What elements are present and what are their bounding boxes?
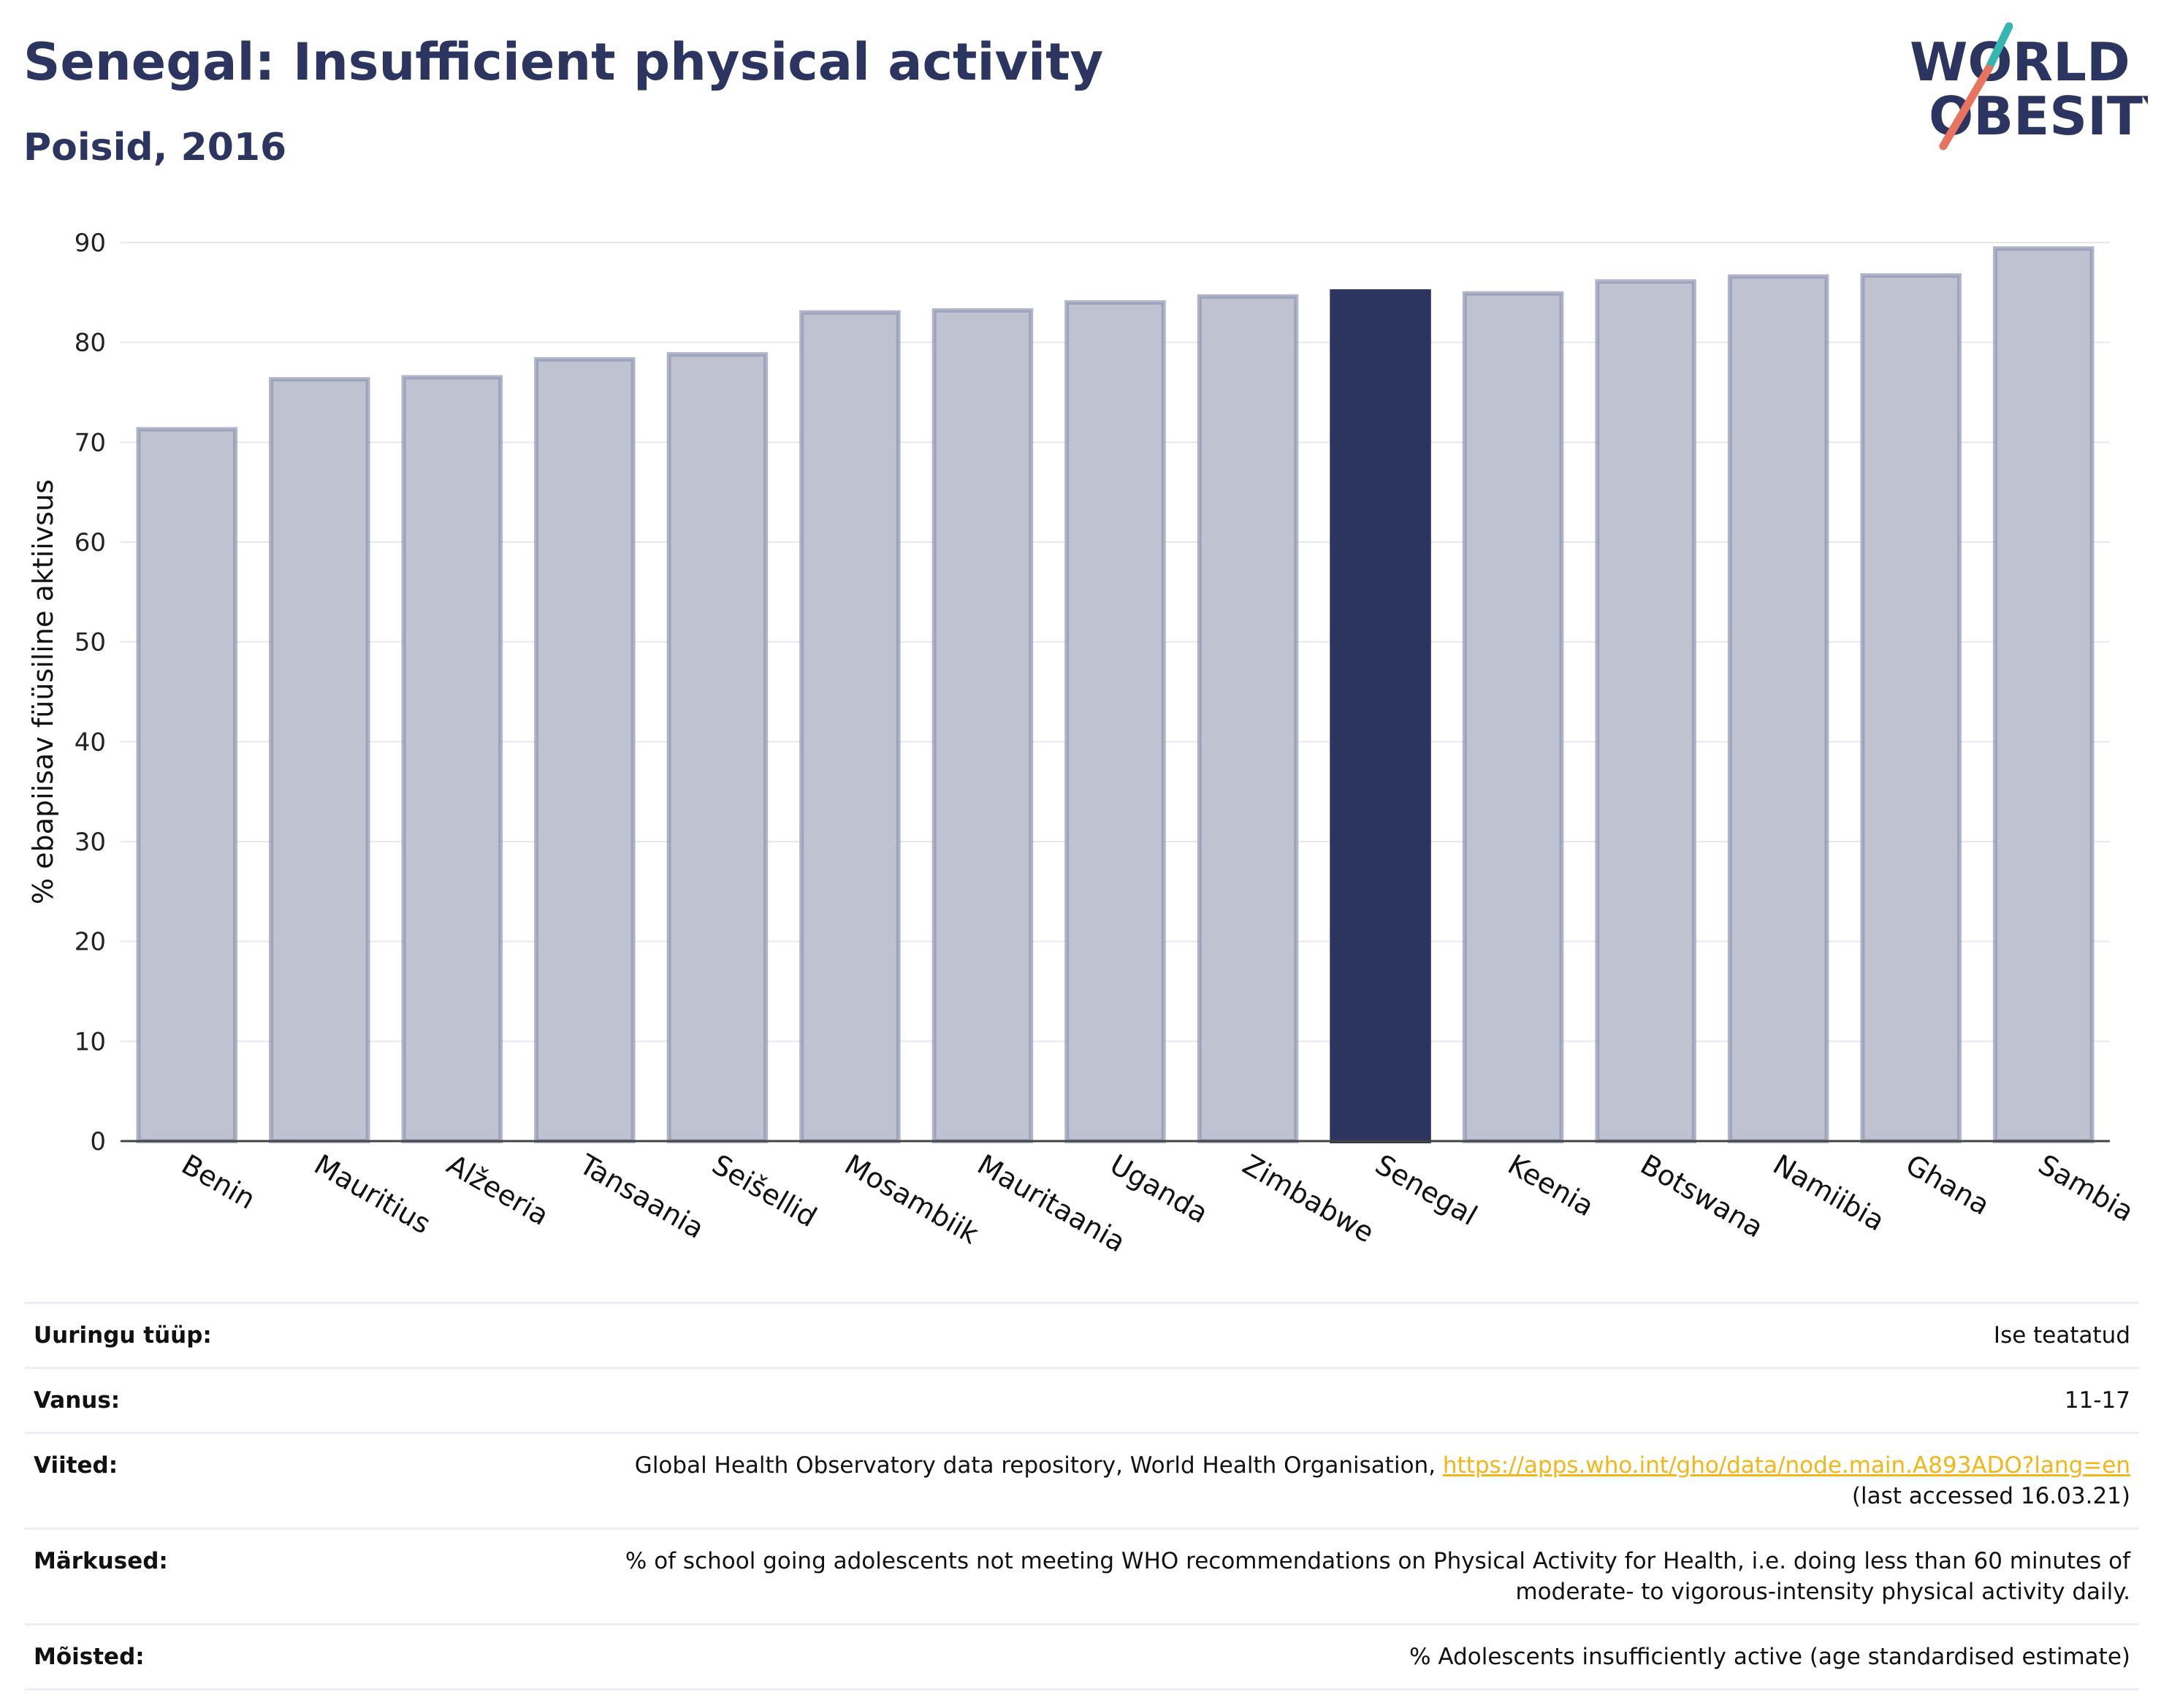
x-tick-label: Namiibia <box>1768 1148 1890 1238</box>
bar-mauritius <box>269 377 370 1144</box>
x-tick-label: Keenia <box>1503 1148 1600 1223</box>
y-tick-label: 80 <box>75 329 106 358</box>
reference-link[interactable]: https://apps.who.int/gho/data/node.main.… <box>1442 1452 2130 1479</box>
world-obesity-logo: WORLD OBESITY <box>1910 22 2148 150</box>
info-value: Global Health Observatory data repositor… <box>495 1433 2139 1530</box>
bar-chart: 0 10 20 30 40 50 60 70 80 90 % ebapiisav füüsiline… <box>27 229 2139 1259</box>
bar-ghana <box>1860 273 1962 1144</box>
info-row-references: Viited: Global Health Observatory data r… <box>25 1433 2139 1530</box>
y-tick-label: 30 <box>75 828 106 857</box>
bar-sambia <box>1992 246 2095 1144</box>
info-label: Märkused: <box>25 1528 495 1625</box>
bar-zimbabwe <box>1197 294 1299 1143</box>
bar-senegal <box>1330 289 1431 1143</box>
logo-line1: WORLD <box>1910 31 2130 93</box>
y-tick-label: 70 <box>75 428 106 457</box>
logo-slash-teal-icon <box>1984 22 2013 73</box>
info-label: Mõisted: <box>25 1624 495 1690</box>
x-tick-label: Uganda <box>1105 1148 1213 1229</box>
bar-namiibia <box>1727 274 1829 1143</box>
info-value: 11-17 <box>495 1368 2139 1434</box>
x-tick-label: Ghana <box>1900 1148 1995 1221</box>
bar-keenia <box>1462 291 1564 1144</box>
x-tick-label: Sambia <box>2033 1148 2139 1228</box>
info-value: % Adolescents insufficiently active (age… <box>495 1624 2139 1690</box>
y-tick-label: 90 <box>75 229 106 258</box>
x-tick-label: Zimbabwe <box>1238 1148 1380 1249</box>
info-value: Ise teatatud <box>495 1302 2139 1369</box>
y-axis-title: % ebapiisav füüsiline aktiivsus <box>27 479 59 904</box>
chart-subtitle: Poisid, 2016 <box>23 126 287 169</box>
x-tick-label: Mauritaania <box>972 1148 1131 1259</box>
bar-mosambiik <box>799 310 901 1144</box>
bar-uganda <box>1064 300 1166 1143</box>
x-tick-label: Botswana <box>1635 1148 1769 1244</box>
x-tick-label: Tansaania <box>573 1148 709 1245</box>
info-row-definitions: Mõisted: % Adolescents insufficiently ac… <box>25 1624 2139 1690</box>
reference-accessed: (last accessed 16.03.21) <box>1851 1483 2130 1509</box>
info-label: Vanus: <box>25 1368 495 1434</box>
y-tick-label: 10 <box>75 1027 106 1056</box>
chart-title: Senegal: Insufficient physical activity <box>23 32 1104 92</box>
x-tick-label: Seišellid <box>706 1148 822 1234</box>
info-table: Uuringu tüüp: Ise teatatud Vanus: 11-17 … <box>25 1302 2139 1690</box>
info-row-notes: Märkused: % of school going adolescents … <box>25 1528 2139 1625</box>
y-tick-label: 50 <box>75 628 106 657</box>
x-tick-label: Alžeeria <box>441 1148 554 1232</box>
x-tick-label: Benin <box>176 1148 261 1216</box>
info-row-age: Vanus: 11-17 <box>25 1368 2139 1434</box>
y-tick-label: 0 <box>90 1127 106 1156</box>
bar-botswana <box>1595 279 1696 1143</box>
info-value: % of school going adolescents not meetin… <box>495 1528 2139 1625</box>
bar-mauritaania <box>931 308 1034 1143</box>
bar-benin <box>136 427 238 1143</box>
y-tick-label: 40 <box>75 728 106 757</box>
reference-text: Global Health Observatory data repositor… <box>634 1452 1443 1479</box>
bar-tansaania <box>534 357 636 1143</box>
bar-seišellid <box>666 352 769 1144</box>
logo-slash-coral-icon <box>1939 64 1993 150</box>
x-tick-label: Mosambiik <box>839 1148 984 1251</box>
info-row-survey-type: Uuringu tüüp: Ise teatatud <box>25 1302 2139 1369</box>
bar-alžeeria <box>401 375 503 1143</box>
info-label: Viited: <box>25 1433 495 1530</box>
x-tick-label: Senegal <box>1370 1148 1482 1232</box>
info-label: Uuringu tüüp: <box>25 1302 495 1369</box>
y-tick-label: 60 <box>75 528 106 557</box>
x-tick-label: Mauritius <box>309 1148 436 1240</box>
y-tick-label: 20 <box>75 928 106 957</box>
